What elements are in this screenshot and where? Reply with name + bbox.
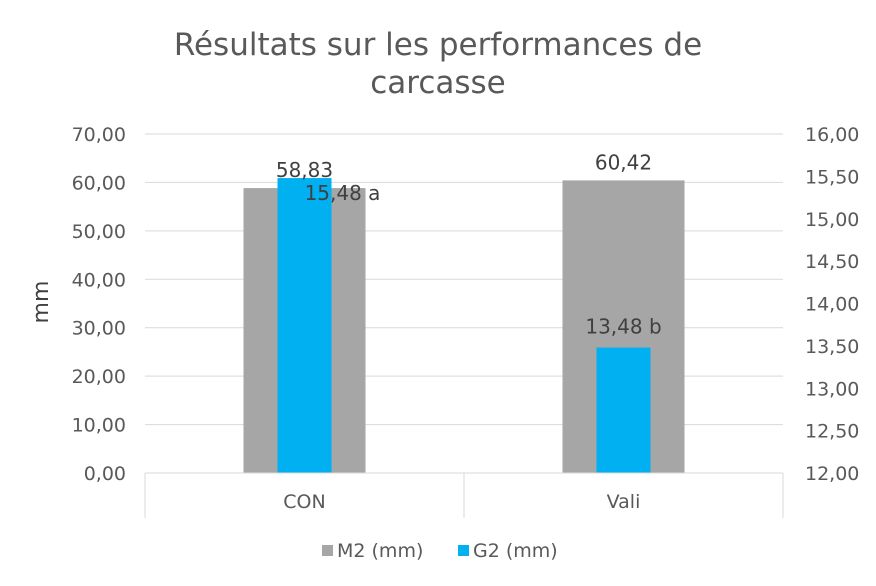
right-tick-label: 14,50	[805, 251, 859, 273]
category-label: CON	[283, 491, 325, 513]
category-label: Vali	[607, 491, 641, 513]
legend-swatch	[322, 545, 333, 556]
legend-swatch	[458, 545, 469, 556]
left-tick-label: 70,00	[72, 124, 126, 146]
data-label-m2: 60,42	[595, 150, 652, 174]
chart-title: Résultats sur les performances decarcass…	[174, 27, 702, 101]
left-tick-label: 10,00	[72, 415, 126, 437]
left-tick-label: 60,00	[72, 172, 126, 194]
y-axis-label: mm	[29, 281, 54, 324]
bar-g2	[596, 347, 651, 473]
left-tick-label: 40,00	[72, 269, 126, 291]
data-label-g2: 13,48 b	[585, 315, 661, 339]
right-tick-label: 15,50	[805, 166, 859, 188]
left-tick-label: 30,00	[72, 318, 126, 340]
right-tick-label: 16,00	[805, 124, 859, 146]
x-axis: CON Vali	[144, 472, 784, 518]
legend: M2 (mm) G2 (mm)	[322, 540, 558, 562]
right-tick-label: 15,00	[805, 209, 859, 231]
right-tick-label: 13,50	[805, 336, 859, 358]
data-label-m2: 58,83	[276, 158, 333, 182]
legend-label: G2 (mm)	[473, 540, 558, 562]
chart-title-line: carcasse	[370, 65, 506, 101]
left-tick-label: 0,00	[84, 463, 126, 485]
right-tick-label: 14,00	[805, 294, 859, 316]
data-label-g2: 15,48 a	[305, 181, 381, 205]
chart-title-line: Résultats sur les performances de	[174, 27, 702, 63]
bars	[243, 178, 685, 473]
left-axis-ticks: 0,00 10,00 20,00 30,00 40,00 50,00 60,00 70,00	[72, 124, 126, 485]
right-axis-ticks: 12,00 12,50 13,00 13,50 14,00 14,50 15,00 15,50…	[805, 124, 859, 485]
gridlines	[145, 133, 783, 426]
bar-g2	[277, 178, 332, 473]
left-tick-label: 20,00	[72, 366, 126, 388]
right-tick-label: 13,00	[805, 378, 859, 400]
left-tick-label: 50,00	[72, 221, 126, 243]
right-tick-label: 12,00	[805, 463, 859, 485]
right-tick-label: 12,50	[805, 421, 859, 443]
legend-label: M2 (mm)	[337, 540, 423, 562]
